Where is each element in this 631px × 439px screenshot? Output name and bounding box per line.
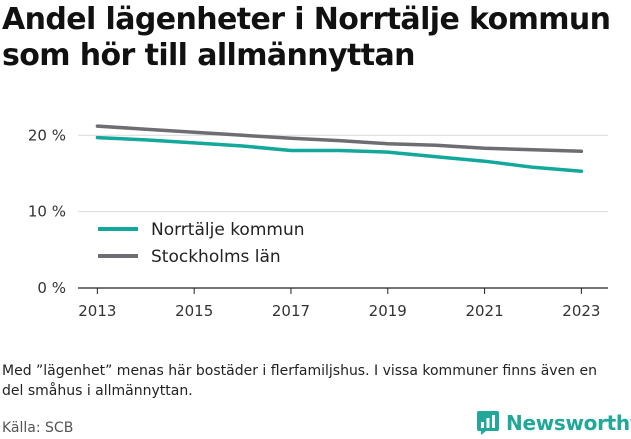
grid — [78, 134, 608, 289]
x-tick-label: 2017 — [272, 302, 310, 320]
x-tick-label: 2023 — [562, 302, 600, 320]
x-tick-label: 2019 — [369, 302, 407, 320]
y-tick-label: 20 % — [28, 126, 66, 144]
line-chart: 0 % 10 % 20 % 2013 2015 2017 2019 2021 2023 Nor… — [28, 124, 608, 320]
newsworthy-logo[interactable]: Newsworthy — [476, 409, 631, 437]
source-label: Källa: SCB — [2, 420, 74, 436]
legend: Norrtälje kommun Stockholms län — [88, 214, 328, 272]
series-line-norrtälje-kommun — [95, 135, 584, 173]
brand-name: Newsworthy — [506, 411, 631, 435]
x-axis: 2013 2015 2017 2019 2021 2023 — [78, 288, 600, 320]
x-tick-label: 2021 — [465, 302, 503, 320]
x-tick-label: 2013 — [78, 302, 116, 320]
legend-background — [88, 214, 328, 272]
series-line-stockholms-län — [95, 124, 584, 154]
legend-label: Norrtälje kommun — [151, 220, 305, 240]
y-axis: 0 % 10 % 20 % — [28, 126, 66, 297]
newsworthy-logo-icon — [477, 411, 499, 435]
chart-title: Andel lägenheter i Norrtälje kommun som … — [2, 2, 611, 73]
legend-label: Stockholms län — [151, 247, 281, 267]
y-tick-label: 0 % — [37, 279, 66, 297]
series-lines — [95, 124, 584, 173]
y-tick-label: 10 % — [28, 203, 66, 221]
x-tick-label: 2015 — [175, 302, 213, 320]
footnote: Med ”lägenhet” menas här bostäder i fler… — [2, 363, 597, 399]
